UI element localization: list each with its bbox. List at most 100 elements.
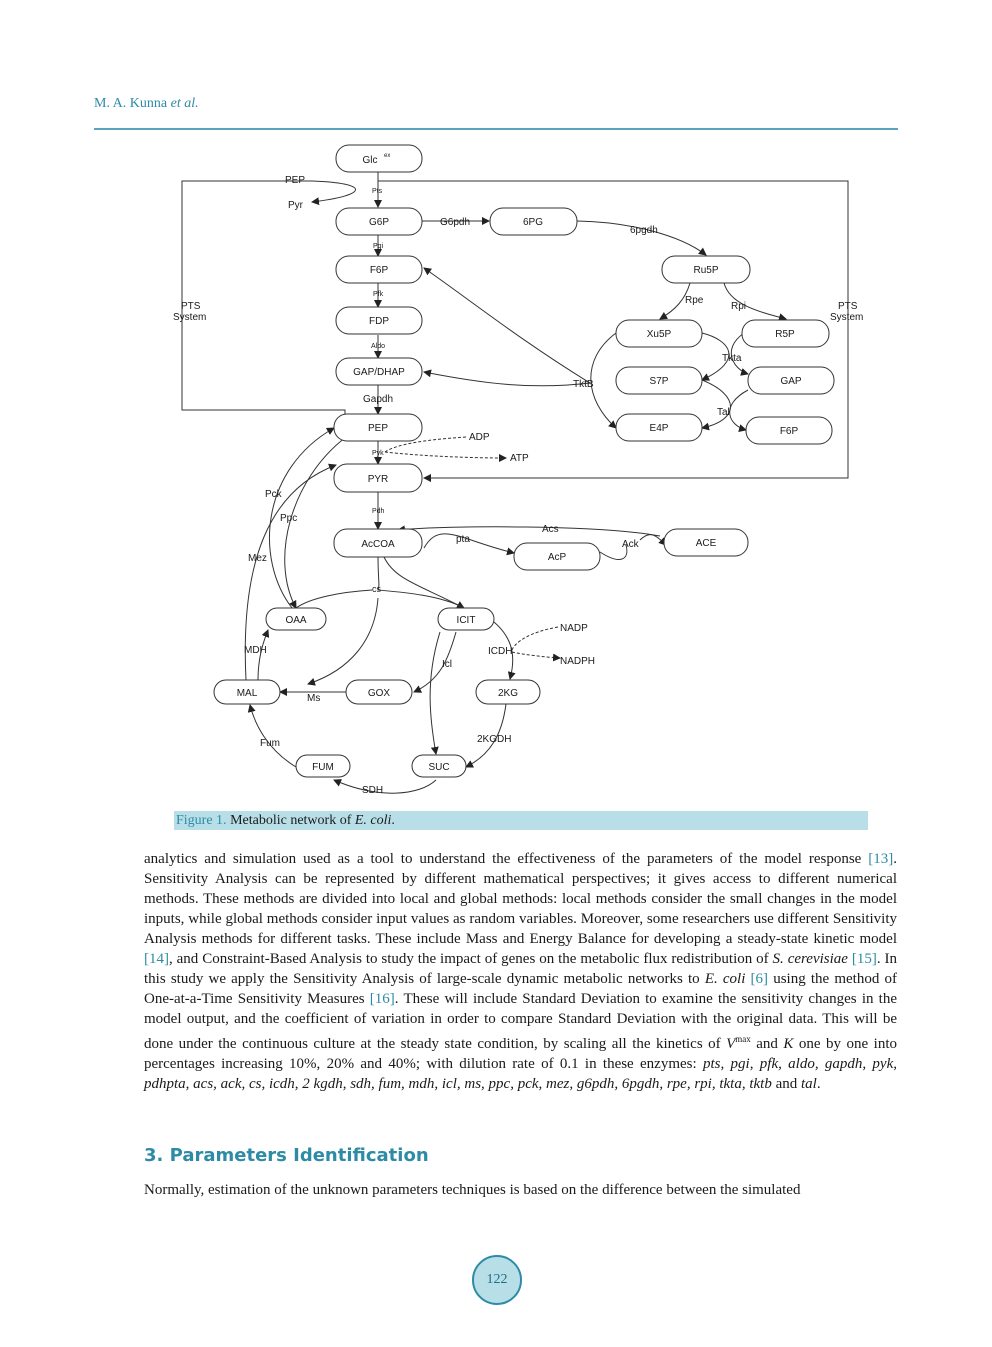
node-f6p: F6P bbox=[335, 255, 423, 284]
label-adp: ADP bbox=[469, 432, 490, 443]
node-r5p: R5P bbox=[741, 319, 830, 348]
label-ack: Ack bbox=[622, 539, 640, 550]
author-name: M. A. Kunna bbox=[94, 96, 168, 111]
citation-13[interactable]: [13] bbox=[868, 851, 894, 867]
citation-16[interactable]: [16] bbox=[369, 991, 395, 1007]
label-pfk: Pfk bbox=[373, 291, 384, 298]
svg-text:FUM: FUM bbox=[312, 762, 334, 773]
svg-text:GOX: GOX bbox=[368, 688, 391, 699]
body-paragraph-2: Normally, estimation of the unknown para… bbox=[144, 1182, 801, 1198]
svg-text:G6P: G6P bbox=[369, 217, 389, 228]
citation-15[interactable]: [15] bbox=[851, 951, 877, 967]
label-pts-system-l1: PTS bbox=[181, 301, 201, 312]
label-aldo: Aldo bbox=[371, 343, 385, 350]
node-ace: ACE bbox=[663, 528, 749, 557]
label-pts-system-r2: System bbox=[830, 312, 863, 323]
node-icit: ICIT bbox=[437, 607, 495, 631]
label-pyk: Pyk bbox=[372, 450, 384, 457]
svg-text:ACE: ACE bbox=[696, 538, 717, 549]
label-mdh: MDH bbox=[244, 645, 267, 656]
node-g6p: G6P bbox=[335, 207, 423, 236]
svg-text:Ru5P: Ru5P bbox=[693, 265, 718, 276]
label-tktb: TktB bbox=[573, 379, 594, 390]
svg-text:GAP: GAP bbox=[780, 376, 801, 387]
label-nadph: NADPH bbox=[560, 656, 595, 667]
node-e4p: E4P bbox=[615, 413, 703, 442]
label-rpi: Rpi bbox=[731, 301, 746, 312]
node-ru5p: Ru5P bbox=[661, 255, 751, 284]
node-pyr: PYR bbox=[333, 463, 423, 493]
label-pyr-top: Pyr bbox=[288, 200, 304, 211]
label-pck: Pck bbox=[265, 489, 283, 500]
node-s7p: S7P bbox=[615, 366, 703, 395]
section-title: 3. Parameters Identification bbox=[144, 1145, 429, 1166]
label-pta: pta bbox=[456, 534, 470, 545]
header-rule bbox=[94, 128, 898, 130]
edge-labels: PEP Pyr Pts G6pdh 6pgdh Pgi Rpe Rpi Pfk … bbox=[173, 175, 863, 796]
svg-text:Glc: Glc bbox=[363, 155, 378, 166]
svg-text:Xu5P: Xu5P bbox=[647, 329, 672, 340]
metabolic-network-diagram: Glc ex G6P 6PG F6P Ru5P FDP Xu5P R5P GAP… bbox=[173, 144, 863, 796]
caption-text: Metabolic network of bbox=[230, 813, 355, 828]
label-nadp: NADP bbox=[560, 623, 588, 634]
page-number: 122 bbox=[472, 1255, 522, 1305]
svg-text:AcCOA: AcCOA bbox=[361, 539, 395, 550]
label-tal: Tal bbox=[717, 407, 730, 418]
svg-text:R5P: R5P bbox=[775, 329, 795, 340]
label-tkta: Tkta bbox=[722, 353, 742, 364]
node-fdp: FDP bbox=[335, 306, 423, 335]
label-cs: cs bbox=[372, 584, 382, 594]
vmax-symbol: V bbox=[726, 1036, 736, 1052]
label-atp: ATP bbox=[510, 453, 529, 464]
label-pgi: Pgi bbox=[373, 243, 384, 250]
svg-text:SUC: SUC bbox=[428, 762, 449, 773]
caption-bar bbox=[174, 811, 868, 830]
label-2kgdh: 2KGDH bbox=[477, 734, 511, 745]
edges bbox=[181, 172, 849, 794]
label-ms: Ms bbox=[307, 693, 320, 704]
label-fum: Fum bbox=[260, 738, 280, 749]
citation-14[interactable]: [14] bbox=[144, 951, 169, 967]
node-pep: PEP bbox=[333, 413, 423, 442]
label-icdh: ICDH bbox=[488, 646, 512, 657]
enzyme-list: pts, pgi, pfk, aldo, gapdh, pyk, pdhpta,… bbox=[144, 1056, 897, 1092]
label-mez: Mez bbox=[248, 553, 267, 564]
label-rpe: Rpe bbox=[685, 295, 704, 306]
svg-text:ICIT: ICIT bbox=[457, 615, 476, 626]
label-icl: Icl bbox=[442, 659, 452, 670]
svg-text:FDP: FDP bbox=[369, 316, 389, 327]
svg-text:PEP: PEP bbox=[368, 423, 388, 434]
node-gap: GAP bbox=[747, 366, 835, 395]
node-gap-dhap: GAP/DHAP bbox=[335, 357, 423, 386]
node-accoa: AcCOA bbox=[333, 528, 423, 558]
svg-text:OAA: OAA bbox=[285, 615, 306, 626]
et-al: et al. bbox=[170, 96, 199, 111]
label-pep-top: PEP bbox=[285, 175, 305, 186]
label-pts-system-l2: System bbox=[173, 312, 206, 323]
label-g6pdh: G6pdh bbox=[440, 217, 470, 228]
citation-6[interactable]: [6] bbox=[750, 971, 769, 987]
label-acs: Acs bbox=[542, 524, 559, 535]
caption-label: Figure 1. bbox=[176, 813, 227, 828]
svg-text:F6P: F6P bbox=[370, 265, 389, 276]
figure-caption: Figure 1. Metabolic network of E. coli. bbox=[176, 813, 395, 828]
node-xu5p: Xu5P bbox=[615, 319, 703, 348]
node-6pg: 6PG bbox=[489, 207, 578, 236]
label-gapdh: Gapdh bbox=[363, 394, 393, 405]
svg-text:GAP/DHAP: GAP/DHAP bbox=[353, 367, 405, 378]
node-f6p-2: F6P bbox=[745, 416, 833, 445]
svg-text:PYR: PYR bbox=[368, 474, 389, 485]
caption-species: E. coli bbox=[354, 813, 392, 828]
svg-text:S7P: S7P bbox=[650, 376, 669, 387]
node-fum: FUM bbox=[295, 754, 351, 778]
label-pdh: Pdh bbox=[372, 508, 385, 515]
label-sdh: SDH bbox=[362, 785, 383, 796]
label-pts: Pts bbox=[372, 188, 383, 195]
glc-sup: ex bbox=[384, 153, 390, 159]
node-suc: SUC bbox=[411, 754, 467, 778]
label-ppc: Ppc bbox=[280, 513, 297, 524]
svg-text:E4P: E4P bbox=[650, 423, 669, 434]
glc-label: Glc bbox=[363, 155, 378, 166]
svg-text:2KG: 2KG bbox=[498, 688, 518, 699]
svg-text:6PG: 6PG bbox=[523, 217, 543, 228]
